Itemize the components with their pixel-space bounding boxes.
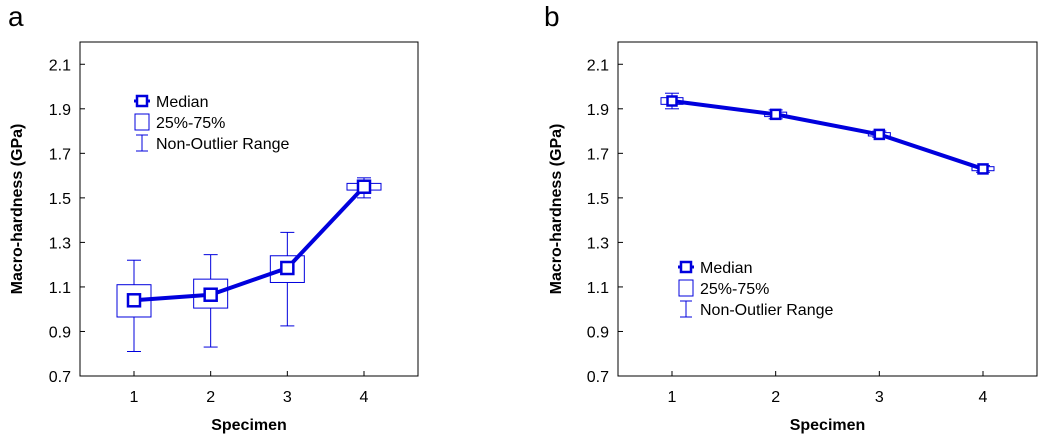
legend-iqr-box [678, 279, 694, 297]
x-axis-title: Specimen [790, 417, 866, 434]
y-tick-label: 1.1 [587, 280, 609, 297]
chart-panel-a: a 0.7 0.9 1.1 1.3 1.5 1.7 1.9 2.1 1 2 3 4 Specimen Mac… [8, 1, 419, 434]
median-line [671, 99, 984, 171]
y-tick-label: 1.7 [587, 146, 609, 163]
y-tick-label: 0.7 [49, 369, 71, 386]
x-tick-label: 4 [979, 389, 988, 406]
y-tick-label: 1.9 [587, 102, 609, 119]
y-tick-label: 0.7 [587, 369, 609, 386]
y-tick-label: 2.1 [587, 57, 609, 74]
y-tick-label: 2.1 [49, 57, 71, 74]
median-point [666, 95, 678, 107]
x-tick-label: 1 [130, 389, 139, 406]
chart-panel-b: b 0.7 0.9 1.1 1.3 1.5 1.7 1.9 2.1 1 2 3 4 Specimen Mac… [544, 1, 1038, 434]
legend: Median 25%-75% Non-Outlier Range [678, 260, 834, 319]
y-axis-title: Macro-hardness (GPa) [548, 124, 565, 295]
median-point [126, 293, 142, 308]
y-tick-label: 0.9 [49, 324, 71, 341]
legend-iqr-box [134, 113, 150, 131]
legend-label-median: Median [156, 94, 208, 111]
x-tick-label: 2 [771, 389, 780, 406]
iqr-box [193, 278, 229, 309]
plot-frame [617, 41, 1038, 377]
y-tick-label: 1.7 [49, 146, 71, 163]
x-axis-title: Specimen [211, 417, 287, 434]
iqr-box [269, 255, 305, 283]
y-tick-label: 1.3 [49, 235, 71, 252]
legend-median-marker [679, 260, 693, 274]
legend: Median 25%-75% Non-Outlier Range [134, 94, 290, 153]
legend-label-iqr: 25%-75% [156, 115, 225, 132]
x-tick-label: 3 [875, 389, 884, 406]
median-point [356, 179, 372, 194]
x-tick-label: 3 [283, 389, 292, 406]
y-tick-label: 1.1 [49, 280, 71, 297]
plot-frame [79, 41, 419, 377]
legend-label-range: Non-Outlier Range [156, 136, 290, 153]
panel-label: a [8, 1, 24, 32]
y-tick-label: 1.5 [587, 191, 609, 208]
median-point [873, 128, 886, 141]
x-tick-label: 4 [360, 389, 369, 406]
median-point [977, 163, 989, 175]
y-axis-title: Macro-hardness (GPa) [9, 124, 26, 295]
x-tick-label: 1 [668, 389, 677, 406]
panel-label: b [544, 1, 560, 32]
median-line [133, 185, 366, 303]
legend-label-iqr: 25%-75% [700, 281, 769, 298]
y-tick-label: 1.9 [49, 102, 71, 119]
legend-median-marker [135, 94, 149, 108]
y-tick-label: 1.3 [587, 235, 609, 252]
legend-label-median: Median [700, 260, 752, 277]
x-tick-label: 2 [206, 389, 215, 406]
legend-label-range: Non-Outlier Range [700, 302, 834, 319]
median-point [203, 287, 218, 302]
y-tick-label: 0.9 [587, 324, 609, 341]
median-point [769, 108, 782, 121]
y-tick-label: 1.5 [49, 191, 71, 208]
median-point [280, 260, 295, 276]
